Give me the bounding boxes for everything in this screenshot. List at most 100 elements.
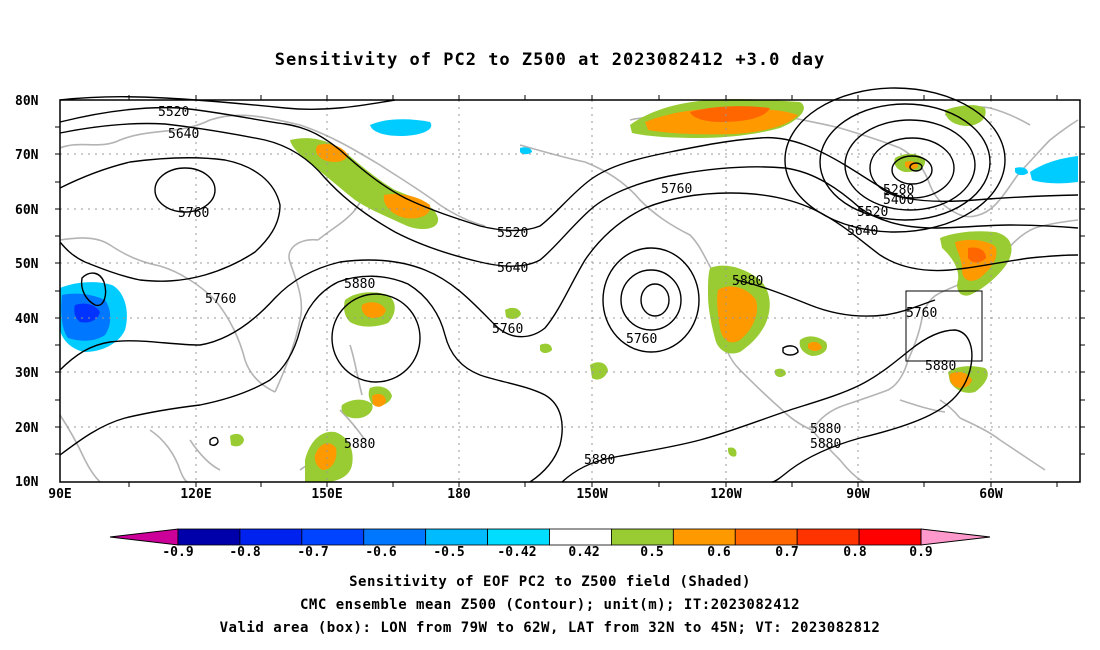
contour-label: 5760 <box>178 206 209 221</box>
shade-green <box>775 368 786 377</box>
lon-label: 120W <box>710 487 741 502</box>
sensitivity-shading <box>60 99 1078 482</box>
colorbar-segment <box>920 528 991 546</box>
colorbar-segment <box>858 528 922 546</box>
shade-orange <box>717 286 758 343</box>
contour-label: 5640 <box>168 127 199 142</box>
contour-label: 5400 <box>883 193 914 208</box>
shade-orange <box>314 443 337 470</box>
lon-label: 180 <box>447 487 471 502</box>
lon-label: 150W <box>576 487 607 502</box>
contour-label: 5880 <box>344 277 375 292</box>
colorbar-label: 0.6 <box>707 545 731 560</box>
shade-dark-orange <box>690 106 770 122</box>
contour-5280-ring1 <box>891 155 933 185</box>
contour-5880-east2 <box>735 279 936 317</box>
contour-small-closed <box>209 436 219 447</box>
shade-green <box>590 362 608 380</box>
contour-label: 5880 <box>925 359 956 374</box>
contour-5760-low <box>602 247 700 353</box>
lon-label: 60W <box>979 487 1003 502</box>
shade-light-blue <box>1015 167 1028 176</box>
shade-orange <box>316 144 348 163</box>
shade-orange <box>949 372 972 388</box>
shade-orange <box>372 394 386 407</box>
footer-line-2: CMC ensemble mean Z500 (Contour); unit(m… <box>299 597 800 613</box>
colorbar-label: 0.42 <box>568 545 599 560</box>
contour-5880-west <box>59 275 563 483</box>
shade-light-blue <box>370 119 432 136</box>
axis-ticks <box>55 95 1085 487</box>
shade-green <box>728 447 737 457</box>
colorbar-label: -0.42 <box>497 545 536 560</box>
shade-orange <box>383 194 431 219</box>
contour-label: 5760 <box>626 332 657 347</box>
contour-5760-arctic <box>59 96 396 110</box>
contour-5760-west-low <box>80 272 107 307</box>
latitude-labels: 80N 70N 60N 50N 40N 30N 20N 10N <box>15 94 39 490</box>
contour-5760-north <box>59 157 281 282</box>
colorbar-segment <box>734 528 798 546</box>
colorbar-segment <box>487 528 550 546</box>
valid-area-box <box>905 290 983 362</box>
shade-light-blue <box>1030 156 1078 184</box>
colorbar-segment <box>425 528 488 546</box>
contour-5640-low <box>620 269 682 331</box>
colorbar-segment <box>611 528 674 546</box>
contour-label: 5880 <box>732 274 763 289</box>
lat-label: 20N <box>15 421 39 436</box>
colorbar-label: 0.8 <box>843 545 867 560</box>
lon-label: 90E <box>48 487 71 502</box>
contour-5280-ring2 <box>869 137 955 199</box>
contour-label: 5760 <box>661 182 692 197</box>
colorbar-segment <box>177 528 241 546</box>
contour-label: 5880 <box>810 422 841 437</box>
contour-5640-ring <box>784 87 1006 233</box>
shade-orange <box>361 302 386 318</box>
contour-label: 5880 <box>584 453 615 468</box>
contour-label: 5520 <box>857 205 888 220</box>
contour-label: 5640 <box>847 224 878 239</box>
shade-dark-blue <box>74 303 100 323</box>
contour-5400-ring <box>844 119 976 211</box>
lat-label: 60N <box>15 203 39 218</box>
contour-core <box>909 162 923 172</box>
lat-label: 80N <box>15 94 39 109</box>
map-title: Sensitivity of PC2 to Z500 at 2023082412… <box>274 50 826 70</box>
lat-label: 10N <box>15 475 39 490</box>
colorbar-label: -0.6 <box>365 545 396 560</box>
shade-orange <box>808 341 822 351</box>
colorbar-label: -0.9 <box>162 545 193 560</box>
colorbar-label: 0.5 <box>640 545 663 560</box>
colorbar-label: -0.7 <box>297 545 328 560</box>
colorbar-labels: -0.9 -0.8 -0.7 -0.6 -0.5 -0.42 0.42 0.5 … <box>162 545 932 560</box>
longitude-labels: 90E 120E 150E 180 150W 120W 90W 60W <box>48 487 1003 502</box>
shade-green <box>341 399 373 419</box>
colorbar-segment <box>672 528 736 546</box>
contour-small-closed <box>782 345 799 356</box>
shade-green <box>505 307 521 319</box>
contour-5640 <box>59 122 1079 267</box>
z500-contours <box>59 87 1079 483</box>
contour-label: 5520 <box>158 105 189 120</box>
colorbar-segment <box>363 528 427 546</box>
lat-label: 70N <box>15 148 39 163</box>
contour-5880-east <box>561 329 973 483</box>
contour-label: 5640 <box>497 261 528 276</box>
shade-dark-orange <box>968 247 986 263</box>
footer-line-3: Valid area (box): LON from 79W to 62W, L… <box>219 620 881 636</box>
colorbar-segment <box>109 528 179 546</box>
colorbar-label: -0.8 <box>229 545 260 560</box>
colorbar-label: -0.5 <box>433 545 464 560</box>
shade-green <box>230 433 244 447</box>
footer-line-1: Sensitivity of EOF PC2 to Z500 field (Sh… <box>349 574 751 590</box>
contour-label: 5520 <box>497 226 528 241</box>
shade-green <box>540 343 552 353</box>
colorbar-segment <box>301 528 365 546</box>
lon-label: 120E <box>180 487 211 502</box>
contour-5760-cut <box>59 192 1079 371</box>
lat-label: 40N <box>15 312 39 327</box>
colorbar-label: 0.7 <box>775 545 798 560</box>
colorbar-label: 0.9 <box>909 545 932 560</box>
